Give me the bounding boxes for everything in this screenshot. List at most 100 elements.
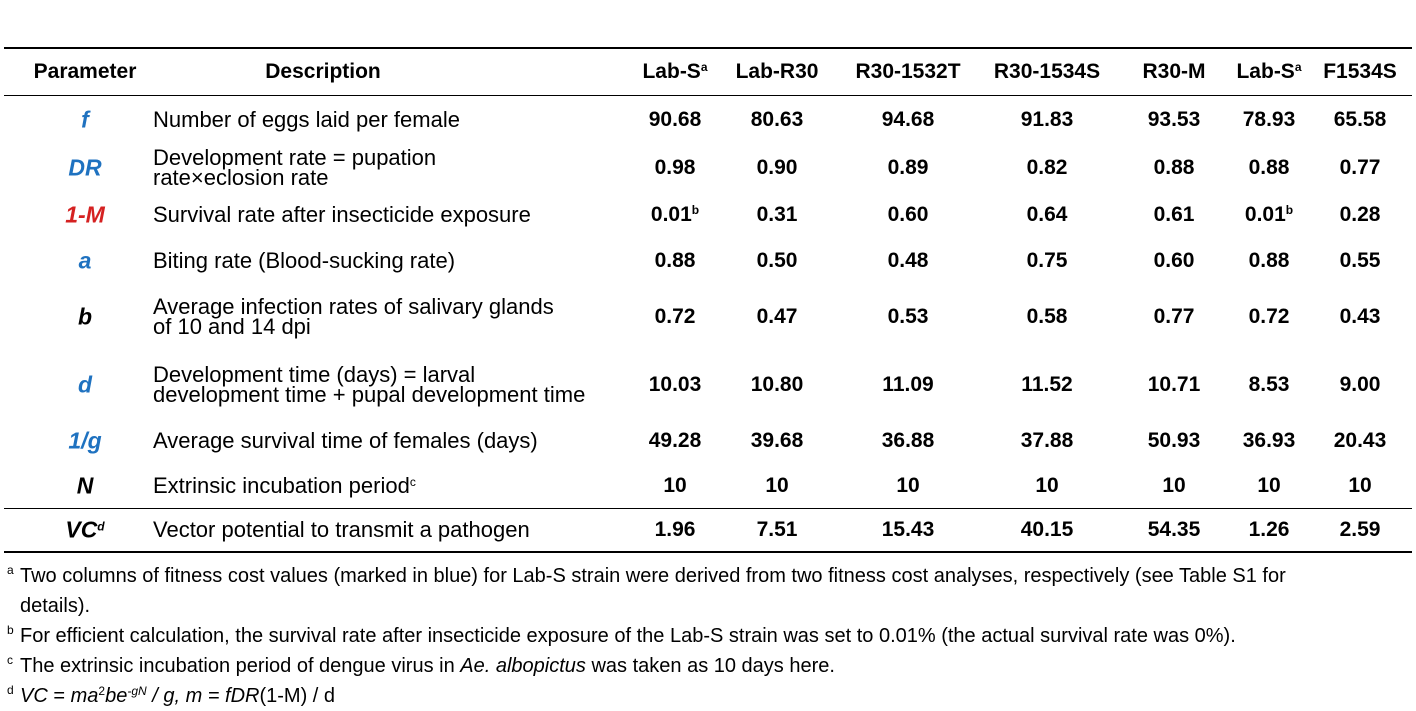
header-column: F1534S <box>1323 60 1397 83</box>
value-cell: 0.60 <box>1153 248 1195 272</box>
footnote-mark: c <box>7 653 13 667</box>
footnote-text: Two columns of fitness cost values (mark… <box>20 565 1286 617</box>
parameter-symbol: N <box>76 472 94 498</box>
vc-formula: VC = ma2be-gN / g, m = fDR(1-M) / d <box>20 684 336 707</box>
footnote-c: c The extrinsic incubation period of den… <box>7 651 1412 681</box>
value-cell: 0.47 <box>756 305 798 328</box>
value-cell: 54.35 <box>1147 518 1201 541</box>
footnote-mark: b <box>7 623 14 637</box>
parameter-description: Development rate = pupation rate×eclosion… <box>153 144 437 190</box>
value-cell: 1.26 <box>1248 518 1290 541</box>
value-cell: 10 <box>663 473 687 497</box>
value-cell: 2.59 <box>1339 518 1381 541</box>
table-row: a Biting rate (Blood-sucking rate) 0.88 0.5… <box>0 238 1416 283</box>
table-row: 1-M Survival rate after insecticide expos… <box>0 192 1416 238</box>
parameter-description: Average infection rates of salivary glan… <box>153 294 554 339</box>
parameter-symbol: f <box>81 106 89 132</box>
table-row: N Extrinsic incubation periodc 10 10 10 10 10 1… <box>0 463 1416 508</box>
value-cell: 0.01b <box>650 203 700 226</box>
parameter-symbol: VCd <box>65 516 105 543</box>
value-cell: 0.88 <box>1248 248 1290 272</box>
value-cell: 78.93 <box>1242 107 1296 131</box>
value-cell: 10 <box>765 473 789 497</box>
value-cell: 0.98 <box>654 155 696 179</box>
table-header-row: Parameter Description Lab-Sa Lab-R30 R30-153… <box>0 49 1416 95</box>
header-column: Lab-Sa <box>642 60 708 83</box>
value-cell: 0.50 <box>756 248 798 272</box>
header-column: R30-1534S <box>993 60 1101 83</box>
value-cell: 9.00 <box>1339 372 1381 396</box>
value-cell: 11.52 <box>1021 372 1073 396</box>
table-row: 1/g Average survival time of females (day… <box>0 418 1416 463</box>
value-cell: 7.51 <box>756 518 798 541</box>
value-cell: 0.82 <box>1026 155 1068 179</box>
table-bottom-rule <box>4 551 1412 553</box>
value-cell: 10.80 <box>750 372 804 396</box>
parameter-symbol: 1/g <box>68 427 102 453</box>
value-cell: 0.48 <box>887 248 929 272</box>
value-cell: 11.09 <box>882 372 934 396</box>
value-cell: 0.43 <box>1339 305 1381 328</box>
value-cell: 40.15 <box>1020 518 1074 541</box>
value-cell: 0.89 <box>887 155 929 179</box>
footnote-a: a Two columns of fitness cost values (ma… <box>7 561 1412 621</box>
value-cell: 65.58 <box>1333 107 1387 131</box>
header-column: Lab-R30 <box>735 60 819 83</box>
value-cell: 0.72 <box>1248 305 1290 328</box>
value-cell: 10 <box>1348 473 1372 497</box>
value-cell: 0.72 <box>654 305 696 328</box>
header-bottom-rule <box>4 95 1412 96</box>
value-cell: 8.53 <box>1248 372 1290 396</box>
value-cell: 0.77 <box>1339 155 1381 179</box>
parameter-description: Survival rate after insecticide exposure <box>153 202 531 227</box>
table-row: d Development time (days) = larval develop… <box>0 351 1416 418</box>
value-cell: 0.60 <box>887 203 929 226</box>
parameter-description: Biting rate (Blood-sucking rate) <box>153 247 456 273</box>
value-cell: 36.88 <box>881 428 935 452</box>
table-row: DR Development rate = pupation rate×eclosi… <box>0 143 1416 192</box>
value-cell: 94.68 <box>881 107 935 131</box>
value-cell: 0.01b <box>1244 203 1294 226</box>
value-cell: 20.43 <box>1333 428 1387 452</box>
header-description: Description <box>265 60 381 83</box>
header-column: R30-1532T <box>855 60 961 83</box>
value-cell: 0.90 <box>756 155 798 179</box>
value-cell: 10 <box>1035 473 1059 497</box>
parameter-symbol: a <box>78 247 92 273</box>
parameter-symbol: 1-M <box>65 201 105 228</box>
value-cell: 0.77 <box>1153 305 1195 328</box>
table-row: f Number of eggs laid per female 90.68 80.6… <box>0 96 1416 143</box>
value-cell: 0.31 <box>756 203 798 226</box>
value-cell: 10.03 <box>648 372 702 396</box>
value-cell: 0.88 <box>1248 155 1290 179</box>
footnote-mark: a <box>7 563 14 577</box>
value-cell: 15.43 <box>881 518 935 541</box>
value-cell: 91.83 <box>1020 107 1074 131</box>
value-cell: 0.61 <box>1153 203 1195 226</box>
parameter-symbol: b <box>77 303 93 330</box>
table-top-rule <box>4 47 1412 49</box>
value-cell: 0.88 <box>1153 155 1195 179</box>
parameter-description: Extrinsic incubation periodc <box>153 472 416 498</box>
value-cell: 90.68 <box>648 107 702 131</box>
value-cell: 37.88 <box>1020 428 1074 452</box>
value-cell: 10 <box>896 473 920 497</box>
value-cell: 0.53 <box>887 305 929 328</box>
table-row: b Average infection rates of salivary gla… <box>0 283 1416 351</box>
header-parameter: Parameter <box>33 60 137 83</box>
footnote-mark: d <box>7 683 14 697</box>
value-cell: 39.68 <box>750 428 804 452</box>
value-cell: 80.63 <box>750 107 804 131</box>
value-cell: 0.55 <box>1339 248 1381 272</box>
value-cell: 0.28 <box>1339 203 1381 226</box>
parameter-description: Development time (days) = larval developm… <box>153 361 586 407</box>
value-cell: 0.75 <box>1026 248 1068 272</box>
parameter-description: Vector potential to transmit a pathogen <box>153 517 530 542</box>
value-cell: 36.93 <box>1242 428 1296 452</box>
parameter-symbol: d <box>77 371 93 397</box>
parameter-description: Number of eggs laid per female <box>153 106 460 132</box>
value-cell: 93.53 <box>1147 107 1201 131</box>
parameter-symbol: DR <box>68 154 102 180</box>
value-cell: 1.96 <box>654 518 696 541</box>
value-cell: 10.71 <box>1147 372 1201 396</box>
